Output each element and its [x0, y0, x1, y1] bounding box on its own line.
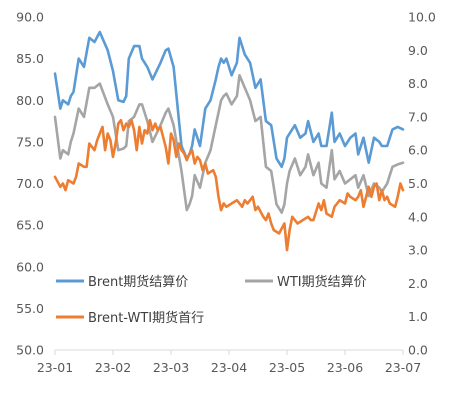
legend-item-spread: Brent-WTI期货首行: [56, 310, 204, 326]
left-tick-label: 85.0: [16, 51, 44, 66]
left-tick-label: 80.0: [16, 93, 44, 108]
right-tick-label: 10.0: [408, 10, 436, 25]
legend-label-brent: Brent期货结算价: [88, 274, 188, 290]
right-tick-label: 4.0: [408, 209, 428, 224]
left-tick-label: 50.0: [16, 343, 44, 358]
x-tick-label: 23-01: [37, 360, 73, 375]
x-tick-label: 23-03: [153, 360, 189, 375]
x-tick-label: 23-05: [269, 360, 305, 375]
right-tick-label: 8.0: [408, 76, 428, 91]
plot-lines: [53, 30, 405, 252]
left-tick-label: 75.0: [16, 134, 44, 149]
right-tick-label: 7.0: [408, 109, 428, 124]
left-tick-label: 90.0: [16, 10, 44, 25]
right-tick-label: 1.0: [408, 309, 428, 324]
right-tick-label: 9.0: [408, 43, 428, 58]
legend: Brent期货结算价 WTI期货结算价 Brent-WTI期货首行: [56, 274, 367, 326]
x-tick-label: 23-07: [385, 360, 421, 375]
spread-series-line: [53, 118, 405, 252]
left-tick-label: 65.0: [16, 218, 44, 233]
legend-label-spread: Brent-WTI期货首行: [88, 310, 204, 326]
left-tick-label: 55.0: [16, 301, 44, 316]
x-tick-label: 23-04: [211, 360, 247, 375]
left-tick-label: 70.0: [16, 176, 44, 191]
x-tick-label: 23-02: [95, 360, 131, 375]
wti-series-line: [53, 74, 405, 214]
x-axis-ticks: 23-01 23-02 23-03 23-04 23-05 23-06 23-07: [37, 350, 421, 375]
right-tick-label: 0.0: [408, 343, 428, 358]
legend-label-wti: WTI期货结算价: [277, 274, 367, 290]
right-tick-label: 6.0: [408, 143, 428, 158]
right-tick-label: 2.0: [408, 276, 428, 291]
legend-item-brent: Brent期货结算价: [56, 274, 188, 290]
x-tick-label: 23-06: [327, 360, 363, 375]
brent-series-line: [53, 30, 405, 169]
right-axis-ticks: 0.0 1.0 2.0 3.0 4.0 5.0 6.0 7.0 8.0 9.0 10.0: [408, 10, 436, 358]
legend-item-wti: WTI期货结算价: [245, 274, 367, 290]
right-tick-label: 3.0: [408, 243, 428, 258]
left-axis-ticks: 50.0 55.0 60.0 65.0 70.0 75.0 80.0 85.0 90.0: [16, 10, 44, 358]
right-tick-label: 5.0: [408, 176, 428, 191]
left-tick-label: 60.0: [16, 259, 44, 274]
